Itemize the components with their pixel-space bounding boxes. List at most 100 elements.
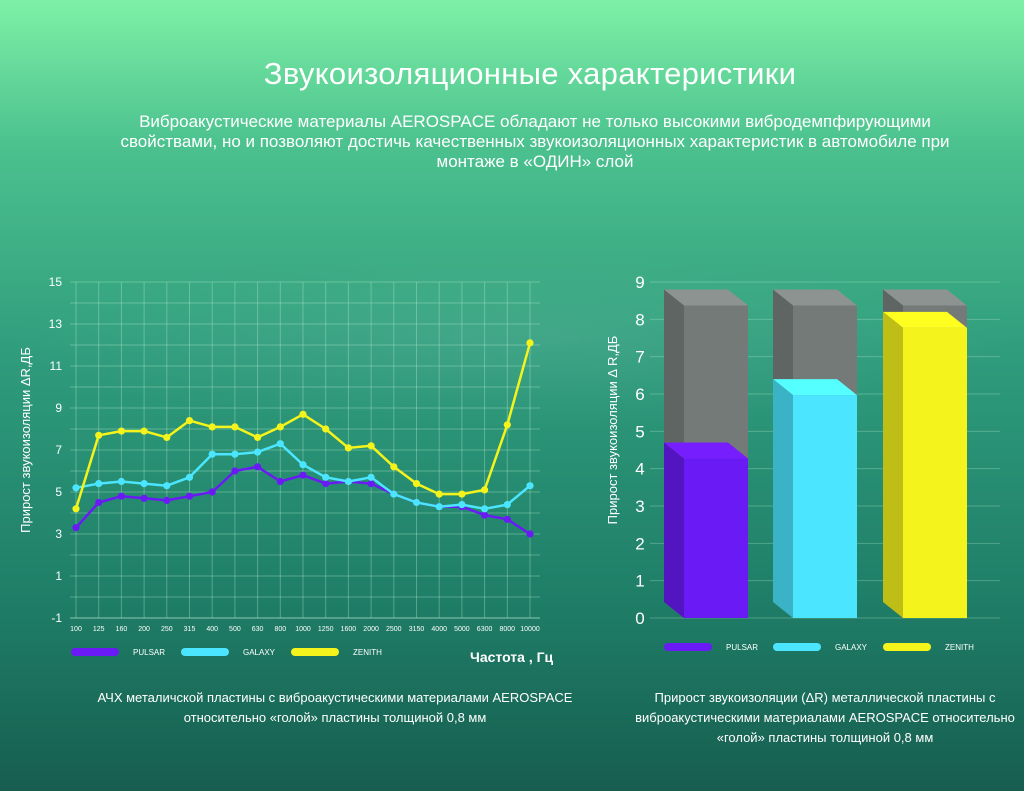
bar-chart-y-tick-label: 3	[635, 497, 644, 516]
bar-chart-y-tick-label: 5	[635, 422, 644, 441]
page-subtitle: Виброакустические материалы AEROSPACE об…	[120, 112, 950, 171]
bar-front-pulsar	[684, 458, 748, 618]
line-point-zenith	[163, 433, 171, 441]
line-chart-x-tick-label: 630	[252, 626, 264, 633]
line-chart-x-tick-label: 1250	[318, 626, 334, 633]
line-point-pulsar	[481, 511, 489, 519]
line-point-galaxy	[322, 473, 330, 481]
line-point-galaxy	[503, 501, 511, 509]
line-point-zenith	[117, 427, 125, 435]
line-point-zenith	[208, 423, 216, 431]
page-title: Звукоизоляционные характеристики	[263, 56, 797, 91]
line-point-pulsar	[254, 463, 262, 471]
line-point-galaxy	[481, 505, 489, 513]
bar-legend-label-galaxy: GALAXY	[835, 643, 868, 652]
line-point-pulsar	[72, 524, 80, 532]
bar-chart-y-axis-label: Прирост звукоизоляции Δ R,ДБ	[605, 336, 620, 525]
bar-legend-label-zenith: ZENITH	[945, 643, 974, 652]
line-point-zenith	[526, 339, 534, 347]
line-point-galaxy	[95, 480, 103, 488]
line-chart-x-tick-label: 3150	[409, 626, 425, 633]
line-chart-x-tick-label: 2000	[363, 626, 379, 633]
line-chart-caption: АЧХ металичской пластины с виброакустиче…	[97, 690, 573, 725]
line-point-zenith	[503, 421, 511, 429]
line-point-pulsar	[117, 492, 125, 500]
bar-chart-caption: Прирост звукоизоляции (ΔR) металлической…	[635, 690, 1015, 745]
line-point-pulsar	[208, 488, 216, 496]
line-point-zenith	[435, 490, 443, 498]
bar-chart-y-tick-label: 4	[635, 460, 644, 479]
line-point-zenith	[254, 433, 262, 441]
line-point-zenith	[367, 442, 375, 450]
line-chart-x-ticks: 100 125 160 200 250 315 400 500 630 800 1000 1250 16…	[70, 626, 540, 633]
bar-chart-y-tick-label: 6	[635, 385, 644, 404]
bar-chart-y-tick-label: 7	[635, 348, 644, 367]
line-point-galaxy	[412, 498, 421, 507]
bar-front-zenith	[903, 327, 967, 618]
line-point-zenith	[72, 505, 80, 513]
line-chart-x-tick-label: 400	[206, 626, 218, 633]
line-chart-y-axis-label: Прирост звукоизоляции ΔR,ДБ	[18, 347, 33, 533]
bar-chart-y-ticks: 0 1 2 3 4 5 6 7 8 9	[635, 273, 644, 628]
bar-side-galaxy	[773, 379, 793, 618]
line-chart-y-tick-label: 9	[55, 401, 62, 415]
line-chart-x-tick-label: 2500	[386, 626, 402, 633]
line-chart-x-tick-label: 200	[138, 626, 150, 633]
line-point-zenith	[344, 444, 352, 452]
line-chart-y-tick-label: 3	[55, 527, 62, 541]
line-chart-x-axis-label: Частота , Гц	[470, 649, 554, 665]
line-point-galaxy	[299, 461, 307, 469]
line-chart-x-tick-label: 315	[184, 626, 196, 633]
bar-chart-bars	[664, 289, 967, 618]
line-point-pulsar	[367, 480, 375, 488]
bar-chart-y-tick-label: 2	[635, 534, 644, 553]
line-point-zenith	[322, 425, 330, 433]
line-point-zenith	[458, 490, 466, 498]
line-point-galaxy	[390, 490, 398, 498]
line-chart-x-tick-label: 4000	[431, 626, 447, 633]
line-point-pulsar	[299, 471, 307, 479]
line-point-pulsar	[95, 498, 103, 507]
line-chart-x-tick-label: 160	[116, 626, 128, 633]
line-chart-y-tick-label: -1	[51, 611, 62, 625]
line-legend-label-pulsar: PULSAR	[133, 648, 165, 657]
line-chart-x-tick-label: 6300	[477, 626, 493, 633]
line-point-galaxy	[367, 473, 375, 481]
bar-bg-top-galaxy	[773, 289, 857, 306]
line-chart-series	[72, 339, 534, 538]
line-chart-x-tick-label: 100	[70, 626, 82, 633]
line-point-zenith	[412, 480, 421, 488]
line-point-galaxy	[526, 482, 534, 490]
line-chart-x-tick-label: 500	[229, 626, 241, 633]
line-point-galaxy	[254, 448, 262, 456]
line-chart-y-tick-label: 5	[55, 485, 62, 499]
bar-chart-y-tick-label: 1	[635, 572, 644, 591]
line-chart-x-tick-label: 1000	[295, 626, 311, 633]
line-point-galaxy	[208, 450, 216, 458]
bar-chart-y-tick-label: 0	[635, 609, 644, 628]
line-legend-label-zenith: ZENITH	[353, 648, 382, 657]
bar-side-pulsar	[664, 442, 684, 618]
line-point-galaxy	[140, 480, 148, 488]
line-chart-legend: PULSAR GALAXY ZENITH	[71, 648, 382, 657]
bar-side-zenith	[883, 311, 903, 618]
line-point-zenith	[95, 431, 103, 439]
line-point-pulsar	[526, 530, 534, 538]
line-point-pulsar	[503, 515, 511, 523]
line-point-zenith	[231, 423, 239, 431]
bar-front-galaxy	[793, 395, 857, 618]
bar-top-zenith	[883, 311, 967, 328]
line-point-galaxy	[185, 473, 194, 481]
bar-bg-top-pulsar	[664, 289, 748, 306]
line-chart-y-tick-label: 7	[55, 443, 62, 457]
line-point-galaxy	[458, 501, 466, 509]
bar-top-galaxy	[773, 379, 857, 396]
bar-chart-legend: PULSAR GALAXY ZENITH	[664, 643, 974, 652]
line-point-zenith	[276, 423, 284, 431]
bar-chart-y-tick-label: 8	[635, 310, 644, 329]
line-point-galaxy	[435, 503, 443, 511]
line-chart-y-tick-label: 11	[50, 359, 63, 373]
